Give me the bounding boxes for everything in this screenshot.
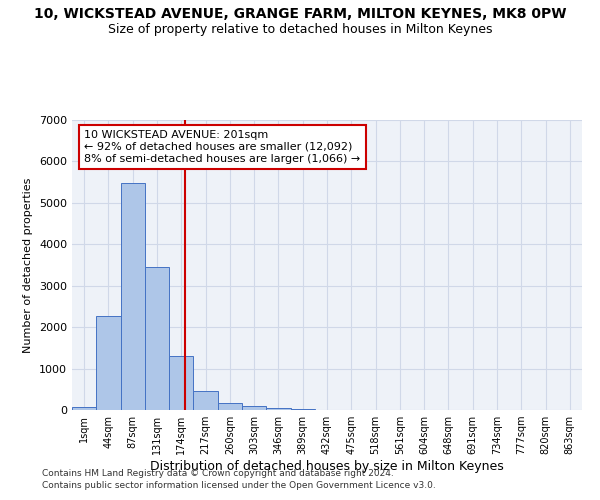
Bar bbox=[169, 356, 193, 410]
Text: Contains public sector information licensed under the Open Government Licence v3: Contains public sector information licen… bbox=[42, 481, 436, 490]
Bar bbox=[266, 408, 290, 410]
Text: Contains HM Land Registry data © Crown copyright and database right 2024.: Contains HM Land Registry data © Crown c… bbox=[42, 468, 394, 477]
Bar bbox=[72, 407, 96, 410]
Y-axis label: Number of detached properties: Number of detached properties bbox=[23, 178, 34, 352]
Bar bbox=[242, 406, 266, 410]
Bar bbox=[218, 404, 242, 410]
Bar bbox=[290, 408, 315, 410]
Text: Size of property relative to detached houses in Milton Keynes: Size of property relative to detached ho… bbox=[108, 22, 492, 36]
Bar bbox=[145, 268, 169, 410]
Bar bbox=[121, 184, 145, 410]
Text: 10, WICKSTEAD AVENUE, GRANGE FARM, MILTON KEYNES, MK8 0PW: 10, WICKSTEAD AVENUE, GRANGE FARM, MILTO… bbox=[34, 8, 566, 22]
X-axis label: Distribution of detached houses by size in Milton Keynes: Distribution of detached houses by size … bbox=[150, 460, 504, 473]
Bar bbox=[96, 316, 121, 410]
Text: 10 WICKSTEAD AVENUE: 201sqm
← 92% of detached houses are smaller (12,092)
8% of : 10 WICKSTEAD AVENUE: 201sqm ← 92% of det… bbox=[84, 130, 361, 164]
Bar bbox=[193, 391, 218, 410]
